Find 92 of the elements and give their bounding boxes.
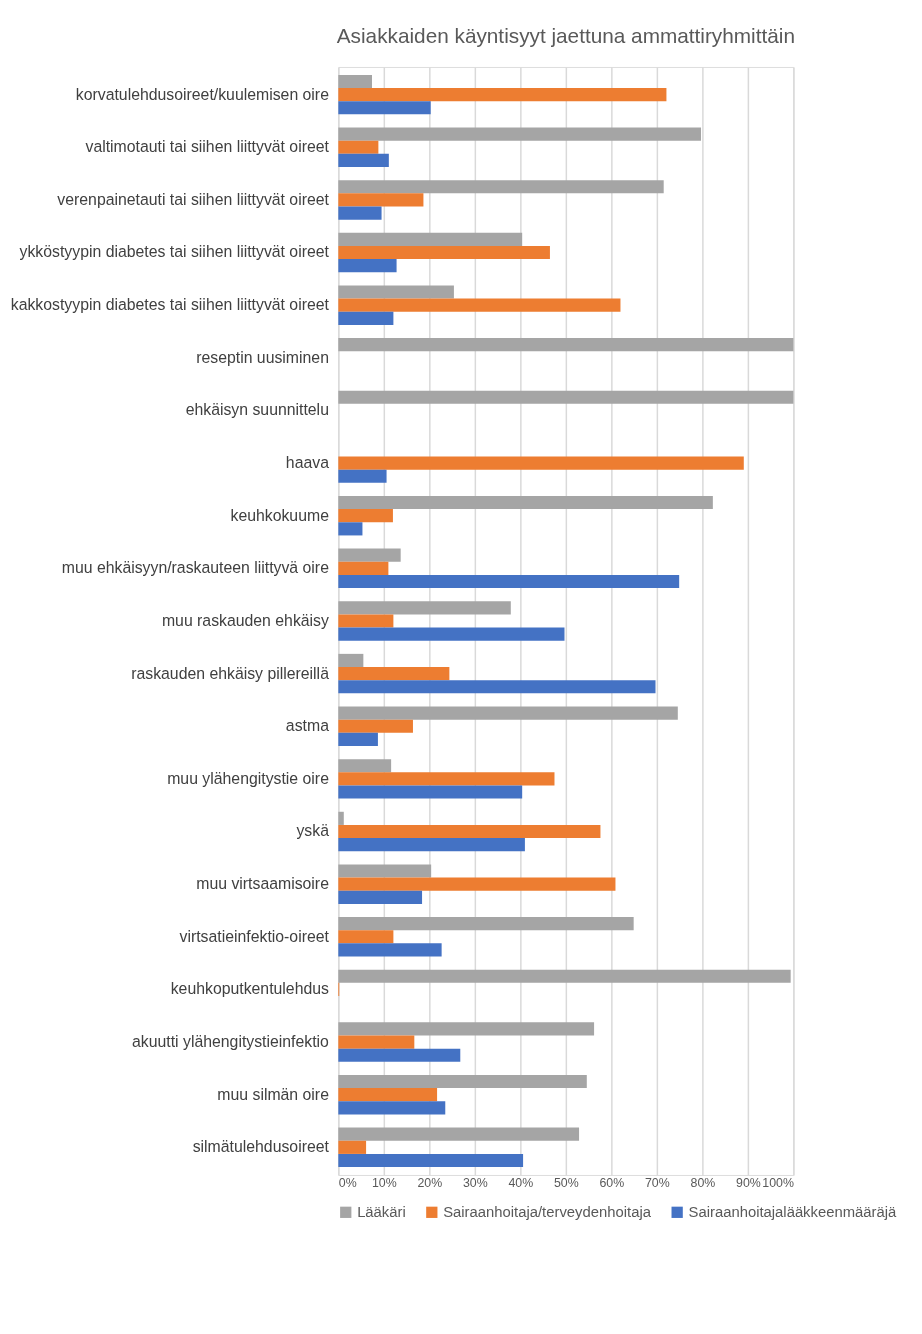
bar (338, 759, 392, 773)
bar (338, 338, 794, 352)
bar (338, 153, 389, 167)
y-tick-label: ehkäisyn suunnittelu (185, 401, 329, 419)
legend-label: Lääkäri (357, 1204, 406, 1221)
bar (338, 1074, 587, 1089)
legend-label: Sairaanhoitajalääkkeenmääräjä (688, 1204, 898, 1221)
bar (338, 574, 680, 589)
x-tick-label: 30% (462, 1176, 488, 1191)
y-tick-label: keuhkoputkentulehdus (170, 980, 330, 998)
x-tick-label: 70% (645, 1176, 670, 1191)
bar (338, 140, 379, 154)
legend-label: Sairaanhoitaja/terveydenhoitaja (443, 1204, 652, 1221)
y-tick-label: verenpainetauti tai siihen liittyvät oireet (57, 190, 330, 208)
bar (338, 259, 397, 273)
x-tick-label: 0% (338, 1176, 357, 1191)
x-tick-label: 20% (417, 1176, 443, 1191)
bar (338, 1153, 524, 1168)
x-tick-label: 100% (762, 1176, 794, 1191)
bar (338, 943, 442, 957)
bar (338, 1035, 415, 1049)
bar (338, 1022, 595, 1036)
bar (338, 601, 511, 615)
bar (338, 509, 393, 523)
bar (338, 824, 601, 839)
bar (338, 127, 702, 141)
bar (338, 917, 634, 931)
bar (338, 864, 432, 878)
y-tick-label: keuhkokuume (230, 506, 330, 524)
bar (338, 969, 791, 983)
y-tick-label: astma (285, 717, 330, 735)
y-tick-label: kakkostyypin diabetes tai siihen liittyvät oireet (10, 296, 330, 314)
y-tick-label: muu ylähengitystie oire (167, 769, 330, 787)
bar (338, 548, 401, 562)
bar (338, 1140, 367, 1154)
bar (338, 245, 550, 260)
bar (338, 74, 373, 89)
y-tick-label: ykköstyypin diabetes tai siihen liittyvät oireet (19, 243, 330, 261)
y-tick-label: akuutti ylähengitystieinfektio (132, 1033, 330, 1051)
bar (338, 1088, 438, 1102)
y-tick-label: yskä (296, 822, 330, 840)
bar (338, 838, 525, 852)
bar (338, 930, 394, 944)
y-tick-label: virtsatieinfektio-oireet (179, 927, 330, 945)
bar (338, 285, 454, 299)
bar (338, 653, 364, 668)
bar (338, 1048, 461, 1062)
bar (338, 88, 667, 102)
bar (338, 706, 678, 720)
bar (338, 193, 424, 207)
bar (338, 101, 431, 115)
x-tick-label: 80% (690, 1176, 716, 1191)
y-tick-label: muu raskauden ehkäisy (161, 611, 330, 629)
y-tick-label: korvatulehdusoireet/kuulemisen oire (75, 85, 330, 103)
bar (338, 627, 565, 641)
bar (338, 785, 523, 799)
x-tick-label: 90% (736, 1176, 761, 1191)
bar (338, 206, 382, 220)
y-tick-label: silmätulehdusoireet (192, 1138, 330, 1156)
bar (338, 495, 713, 510)
bar (338, 456, 744, 470)
y-tick-label: haava (285, 454, 330, 472)
bar (338, 877, 616, 891)
bar (338, 680, 656, 694)
x-tick-label: 40% (508, 1176, 534, 1191)
bar (338, 614, 394, 628)
chart-title: Asiakkaiden käyntisyyt jaettuna ammattiryhmittäin (336, 24, 795, 48)
y-tick-label: valtimotauti tai siihen liittyvät oireet (85, 138, 330, 156)
bar (338, 719, 413, 733)
y-tick-label: raskauden ehkäisy pillereillä (131, 664, 330, 682)
bar (338, 890, 423, 904)
bar (338, 1127, 580, 1141)
bar (338, 390, 794, 404)
bar (338, 232, 523, 246)
bar (338, 311, 394, 325)
bar (338, 732, 378, 746)
y-tick-label: muu silmän oire (217, 1085, 330, 1103)
bar (338, 667, 450, 681)
bar (338, 469, 387, 483)
x-tick-label: 50% (553, 1176, 579, 1191)
y-tick-label: reseptin uusiminen (196, 348, 329, 366)
bar (338, 522, 363, 536)
bar (338, 1101, 446, 1115)
x-tick-label: 60% (599, 1176, 625, 1191)
bar (338, 561, 389, 575)
y-tick-label: muu ehkäisyyn/raskauteen liittyvä oire (61, 559, 330, 577)
bar (338, 180, 664, 194)
bar (338, 811, 344, 825)
x-tick-label: 10% (371, 1176, 397, 1191)
bar (338, 298, 621, 312)
bar (338, 772, 555, 786)
y-tick-label: muu virtsaamisoire (196, 875, 330, 893)
